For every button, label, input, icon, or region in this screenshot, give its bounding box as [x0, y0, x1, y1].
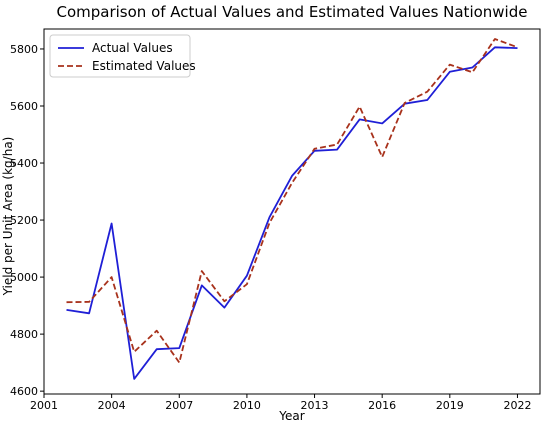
legend-box — [49, 34, 191, 78]
x-tick-label: 2001 — [30, 399, 58, 412]
legend-label: Actual Values — [92, 41, 173, 55]
x-tick-label: 2007 — [165, 399, 193, 412]
x-tick-label: 2004 — [98, 399, 126, 412]
legend-label: Estimated Values — [92, 59, 196, 73]
y-tick-label: 5400 — [10, 157, 38, 170]
y-tick-label: 5800 — [10, 43, 38, 56]
axes: 2001 2004 2007 2010 2013 2016 2019 2022 4600 4800… — [10, 28, 541, 412]
y-tick-label: 5600 — [10, 100, 38, 113]
x-tick-label: 2019 — [436, 399, 464, 412]
x-axis-label: Year — [278, 409, 304, 423]
x-tick-label: 2013 — [301, 399, 329, 412]
series-line-actual-values — [66, 46, 518, 380]
series-line-estimated-values — [66, 38, 518, 364]
x-tick-label: 2010 — [233, 399, 261, 412]
plot-frame — [43, 28, 541, 395]
x-tick-label: 2016 — [368, 399, 396, 412]
chart-title: Comparison of Actual Values and Estimate… — [57, 3, 528, 21]
y-axis-label: Yield per Unit Area (kg/ha) — [1, 137, 15, 297]
y-tick-label: 5000 — [10, 271, 38, 284]
y-tick-label: 5200 — [10, 214, 38, 227]
series-layer — [66, 38, 518, 380]
y-tick-label: 4600 — [10, 385, 38, 398]
y-tick-label: 4800 — [10, 328, 38, 341]
x-tick-label: 2022 — [503, 399, 531, 412]
legend: Actual Values Estimated Values — [49, 34, 196, 78]
